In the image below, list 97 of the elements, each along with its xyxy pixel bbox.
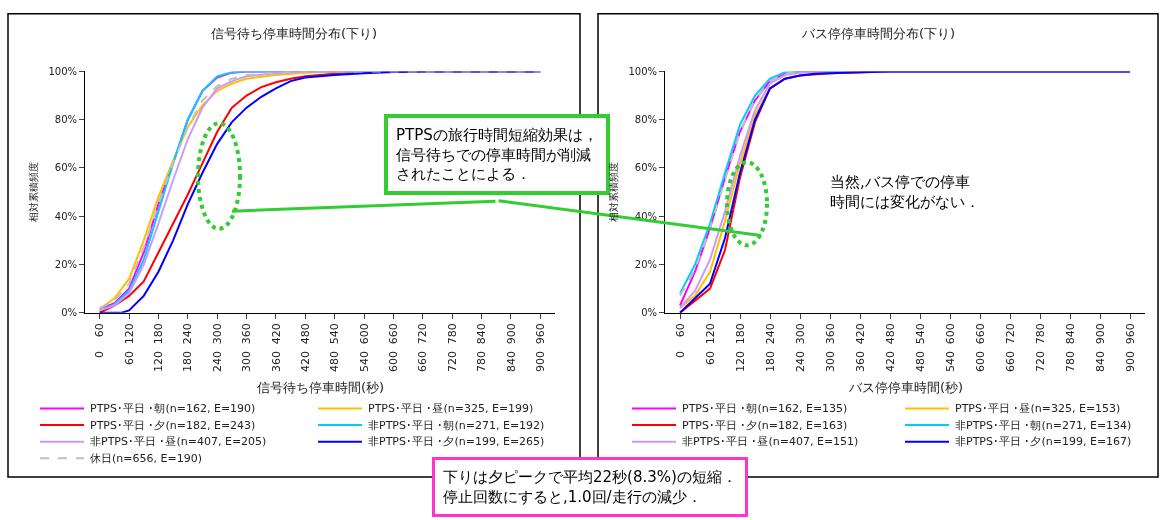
x-axis-title: バス停停車時間(秒) (848, 380, 964, 395)
x2-tick-label: 600 (387, 351, 401, 373)
chart-title: バス停停車時間分布(下り) (801, 26, 956, 41)
x-tick-label: 60 (673, 323, 687, 338)
y-tick-label: 60% (54, 162, 77, 174)
y-tick-label: 0% (641, 307, 657, 319)
legend-label: PTPS･平日 ･夕(n=182, E=163) (682, 419, 848, 432)
y-tick-label: 100% (48, 65, 77, 77)
x2-tick-label: 240 (210, 351, 224, 373)
x-tick-label: 360 (240, 323, 254, 345)
legend-label: 休日(n=656, E=190) (90, 452, 202, 465)
x-tick-label: 600 (357, 323, 371, 345)
x2-tick-label: 360 (853, 351, 867, 373)
x-tick-label: 180 (733, 323, 747, 345)
x-tick-label: 840 (475, 323, 489, 345)
x2-tick-label: 480 (328, 351, 342, 373)
x-tick-label: 480 (298, 323, 312, 345)
x2-tick-label: 60 (703, 351, 717, 366)
x2-tick-label: 180 (181, 351, 195, 373)
y-tick-label: 80% (54, 114, 77, 126)
x-tick-label: 960 (533, 323, 547, 345)
legend-label: 非PTPS･平日 ･昼(n=407, E=151) (682, 435, 859, 448)
x-tick-label: 120 (703, 323, 717, 345)
y-tick-label: 20% (54, 258, 77, 270)
y-axis-title: 相対累積頻度 (607, 162, 619, 223)
annotation: PTPSの旅行時間短縮効果は，信号待ちでの停車時間が削減されたことによる． (396, 126, 598, 183)
x-tick-label: 780 (1033, 323, 1047, 345)
x2-tick-label: 900 (1123, 351, 1137, 373)
legend-label: 非PTPS･平日 ･夕(n=199, E=265) (368, 435, 545, 448)
x-tick-label: 60 (93, 323, 107, 338)
x-tick-label: 720 (1003, 323, 1017, 345)
legend-label: PTPS･平日 ･昼(n=325, E=199) (368, 402, 534, 415)
annotation: 当然,バス停での停車時間には変化がない． (830, 173, 980, 211)
y-axis-title: 相対累積頻度 (27, 162, 39, 223)
x2-tick-label: 0 (673, 351, 687, 359)
y-tick-label: 40% (54, 210, 77, 222)
x2-tick-label: 720 (445, 351, 459, 373)
legend-label: PTPS･平日 ･昼(n=325, E=153) (955, 402, 1121, 415)
x2-tick-label: 420 (883, 351, 897, 373)
y-tick-label: 0% (61, 307, 77, 319)
x-tick-label: 540 (913, 323, 927, 345)
x2-tick-label: 660 (1003, 351, 1017, 373)
x2-tick-label: 780 (475, 351, 489, 373)
legend-label: PTPS･平日 ･夕(n=182, E=243) (90, 419, 256, 432)
legend-label: 非PTPS･平日 ･昼(n=407, E=205) (90, 435, 267, 448)
chart-title: 信号待ち停車時間分布(下り) (211, 26, 378, 41)
x-tick-label: 420 (269, 323, 283, 345)
x-tick-label: 600 (943, 323, 957, 345)
x2-tick-label: 900 (533, 351, 547, 373)
x2-tick-label: 60 (122, 351, 136, 366)
x2-tick-label: 120 (152, 351, 166, 373)
x-tick-label: 240 (181, 323, 195, 345)
legend-label: PTPS･平日 ･朝(n=162, E=190) (90, 402, 256, 415)
x-tick-label: 420 (853, 323, 867, 345)
x2-tick-label: 780 (1063, 351, 1077, 373)
x2-tick-label: 120 (733, 351, 747, 373)
x2-tick-label: 840 (1093, 351, 1107, 373)
y-tick-label: 20% (634, 258, 657, 270)
x2-tick-label: 660 (416, 351, 430, 373)
x-axis-title: 信号待ち停車時間(秒) (257, 380, 385, 395)
x-tick-label: 900 (1093, 323, 1107, 345)
legend-label: 非PTPS･平日 ･朝(n=271, E=192) (368, 419, 545, 432)
legend-label: PTPS･平日 ･朝(n=162, E=135) (682, 402, 848, 415)
x2-tick-label: 0 (93, 351, 107, 359)
x2-tick-label: 540 (357, 351, 371, 373)
x2-tick-label: 720 (1033, 351, 1047, 373)
x2-tick-label: 600 (973, 351, 987, 373)
x2-tick-label: 180 (763, 351, 777, 373)
x-tick-label: 300 (793, 323, 807, 345)
x-tick-label: 360 (823, 323, 837, 345)
x-tick-label: 660 (973, 323, 987, 345)
x-tick-label: 900 (504, 323, 518, 345)
x2-tick-label: 840 (504, 351, 518, 373)
y-tick-label: 100% (628, 65, 657, 77)
x-tick-label: 540 (328, 323, 342, 345)
x-tick-label: 720 (416, 323, 430, 345)
y-tick-label: 60% (634, 162, 657, 174)
x2-tick-label: 240 (793, 351, 807, 373)
text: 下りは夕ピークで平均22秒(8.3%)の短縮．停止回数にすると,1.0回/走行の減少． (443, 468, 737, 506)
x2-tick-label: 300 (823, 351, 837, 373)
x-tick-label: 300 (210, 323, 224, 345)
x-tick-label: 780 (445, 323, 459, 345)
x-tick-label: 840 (1063, 323, 1077, 345)
x2-tick-label: 420 (298, 351, 312, 373)
x-tick-label: 120 (122, 323, 136, 345)
x-tick-label: 240 (763, 323, 777, 345)
x-tick-label: 660 (387, 323, 401, 345)
x2-tick-label: 360 (269, 351, 283, 373)
x2-tick-label: 300 (240, 351, 254, 373)
y-tick-label: 80% (634, 114, 657, 126)
x2-tick-label: 480 (913, 351, 927, 373)
x2-tick-label: 540 (943, 351, 957, 373)
x-tick-label: 180 (152, 323, 166, 345)
x-tick-label: 960 (1123, 323, 1137, 345)
legend-label: 非PTPS･平日 ･朝(n=271, E=134) (955, 419, 1132, 432)
x-tick-label: 480 (883, 323, 897, 345)
legend-label: 非PTPS･平日 ･夕(n=199, E=167) (955, 435, 1132, 448)
